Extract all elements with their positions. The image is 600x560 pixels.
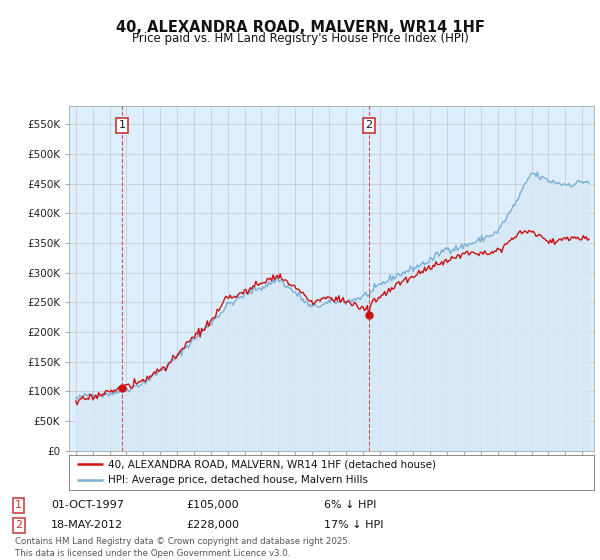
Text: 18-MAY-2012: 18-MAY-2012 [51,520,123,530]
Text: £105,000: £105,000 [186,500,239,510]
Text: 1: 1 [119,120,125,130]
Text: 2: 2 [365,120,373,130]
Text: Price paid vs. HM Land Registry's House Price Index (HPI): Price paid vs. HM Land Registry's House … [131,32,469,45]
Text: £228,000: £228,000 [186,520,239,530]
Text: 2: 2 [15,520,22,530]
Text: 6% ↓ HPI: 6% ↓ HPI [324,500,376,510]
Text: HPI: Average price, detached house, Malvern Hills: HPI: Average price, detached house, Malv… [109,475,368,486]
Text: 17% ↓ HPI: 17% ↓ HPI [324,520,383,530]
Text: 01-OCT-1997: 01-OCT-1997 [51,500,124,510]
Text: Contains HM Land Registry data © Crown copyright and database right 2025.
This d: Contains HM Land Registry data © Crown c… [15,537,350,558]
Text: 40, ALEXANDRA ROAD, MALVERN, WR14 1HF: 40, ALEXANDRA ROAD, MALVERN, WR14 1HF [116,20,484,35]
Text: 40, ALEXANDRA ROAD, MALVERN, WR14 1HF (detached house): 40, ALEXANDRA ROAD, MALVERN, WR14 1HF (d… [109,459,436,469]
Text: 1: 1 [15,500,22,510]
